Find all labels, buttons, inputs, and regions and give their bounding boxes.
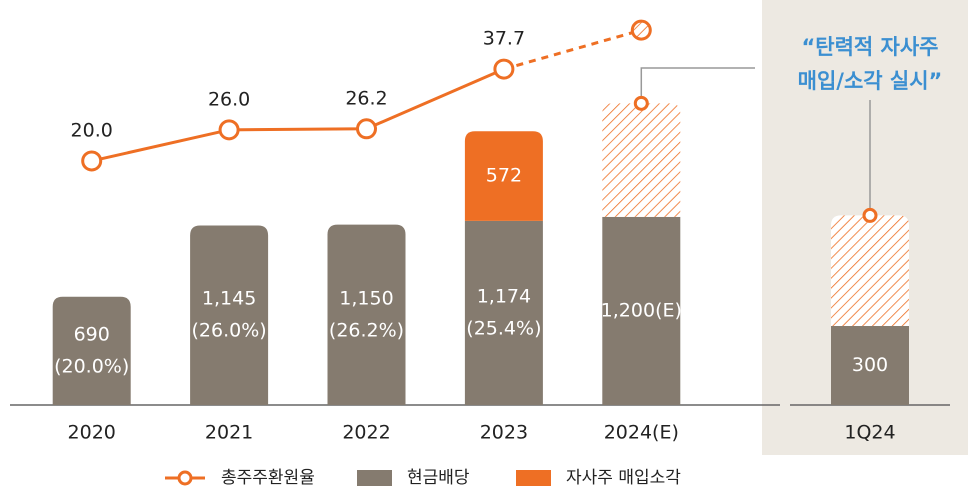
bar bbox=[831, 326, 909, 405]
x-tick-label: 2020 bbox=[68, 422, 116, 444]
share-label: (20.0%) bbox=[54, 355, 129, 377]
bar bbox=[602, 103, 681, 217]
bar bbox=[464, 131, 543, 221]
value-label: 1,174 bbox=[477, 285, 531, 307]
line-marker bbox=[218, 119, 240, 141]
bar bbox=[52, 296, 131, 405]
legend-label: 총주주환원율 bbox=[221, 468, 315, 488]
x-tick-label: 2024(E) bbox=[604, 422, 679, 444]
bar bbox=[190, 225, 269, 405]
value-label: 1,145 bbox=[202, 288, 256, 310]
legend-marker bbox=[177, 470, 193, 486]
value-label: 572 bbox=[486, 165, 522, 187]
legend-swatch bbox=[357, 470, 392, 486]
callout-marker bbox=[633, 95, 649, 111]
callout-line bbox=[640, 67, 755, 104]
line-marker bbox=[493, 58, 515, 80]
legend-swatch bbox=[516, 470, 551, 486]
x-tick-label: 2023 bbox=[480, 422, 528, 444]
x-tick-label: 2022 bbox=[342, 422, 390, 444]
callout-marker bbox=[862, 207, 878, 223]
line-estimate bbox=[503, 28, 642, 71]
x-tick-label: 2021 bbox=[205, 422, 253, 444]
legend-label: 현금배당 bbox=[407, 468, 470, 488]
bar bbox=[327, 224, 406, 405]
value-label: 690 bbox=[74, 323, 110, 345]
line-label: 26.2 bbox=[345, 87, 387, 109]
bar bbox=[831, 215, 909, 326]
share-label: (26.0%) bbox=[192, 320, 267, 342]
annotation: “탄력적 자사주 bbox=[801, 35, 938, 59]
share-label: (25.4%) bbox=[466, 317, 541, 339]
legend-label: 자사주 매입소각 bbox=[566, 468, 681, 488]
line-marker bbox=[81, 150, 103, 172]
line-label: 37.7 bbox=[483, 28, 525, 50]
value-label: 1,200(E) bbox=[601, 299, 682, 321]
bar bbox=[464, 220, 543, 405]
bar bbox=[602, 216, 681, 405]
line-marker bbox=[356, 118, 377, 140]
annotation: 매입/소각 실시” bbox=[798, 69, 943, 93]
value-label: 300 bbox=[852, 354, 888, 376]
share-label: (26.2%) bbox=[329, 319, 404, 341]
x-tick-label: 1Q24 bbox=[844, 422, 895, 444]
line-marker bbox=[630, 19, 652, 41]
line bbox=[91, 67, 505, 163]
value-label: 1,150 bbox=[339, 287, 393, 309]
line-label: 20.0 bbox=[71, 119, 113, 141]
line-label: 26.0 bbox=[208, 88, 250, 110]
